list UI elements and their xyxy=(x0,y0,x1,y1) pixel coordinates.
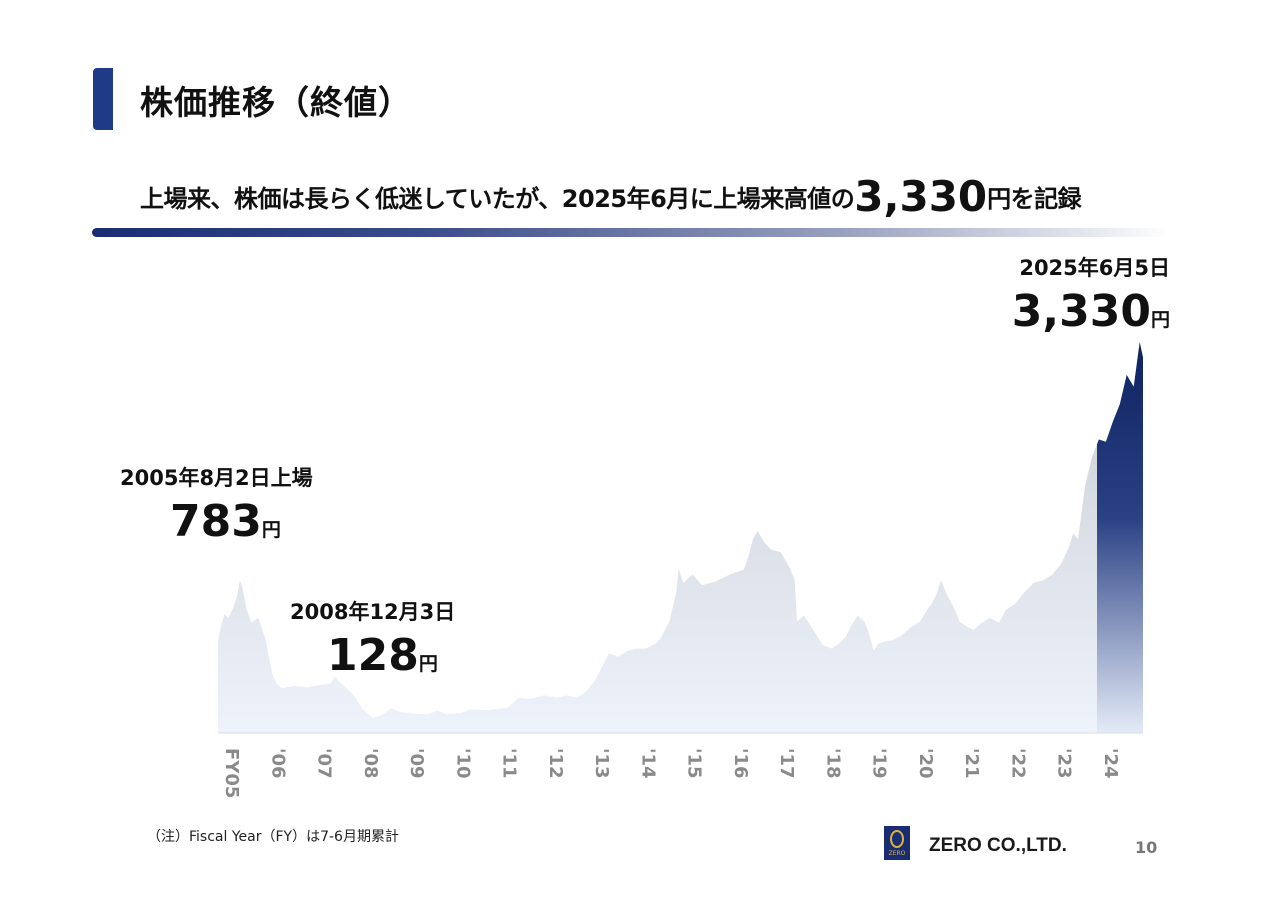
x-tick-label: '07 xyxy=(314,748,335,779)
page-title: 株価推移（終値） xyxy=(140,83,412,122)
x-tick-label: '10 xyxy=(452,748,473,779)
high-date: 2025年6月5日 xyxy=(1019,256,1170,280)
title-accent-bar xyxy=(93,68,113,130)
company-logo: ZERO xyxy=(884,826,910,860)
ipo-unit: 円 xyxy=(261,519,281,541)
x-tick-label: '18 xyxy=(822,748,843,779)
headline-suffix: 円を記録 xyxy=(987,185,1082,213)
x-tick-label: '06 xyxy=(267,748,288,779)
headline: 上場来、株価は長らく低迷していたが、2025年6月に上場来高値の3,330円を記… xyxy=(140,172,1082,221)
x-tick-label: '14 xyxy=(637,748,658,779)
logo-text: ZERO xyxy=(888,850,906,857)
low-price: 128 xyxy=(327,630,419,681)
x-tick-label: '22 xyxy=(1007,748,1028,779)
x-tick-label: '23 xyxy=(1054,748,1075,779)
headline-highlight-value: 3,330 xyxy=(854,172,988,221)
ipo-price: 783 xyxy=(170,496,262,547)
footnote: （注）Fiscal Year（FY）は7-6月期累計 xyxy=(147,829,399,845)
annotation-high: 2025年6月5日 3,330円 xyxy=(1012,252,1170,337)
x-tick-label: '24 xyxy=(1100,748,1121,779)
price-area-fy24 xyxy=(1097,342,1143,733)
x-tick-label: '15 xyxy=(684,748,705,779)
headline-text: 上場来、株価は長らく低迷していたが、2025年6月に上場来高値の xyxy=(140,185,855,213)
page-number: 10 xyxy=(1135,838,1158,857)
ipo-date: 2005年8月2日上場 xyxy=(120,466,313,490)
low-date: 2008年12月3日 xyxy=(290,600,456,624)
company-name: ZERO CO.,LTD. xyxy=(929,835,1067,856)
high-unit: 円 xyxy=(1150,309,1170,331)
x-tick-label: '12 xyxy=(545,748,566,779)
high-price: 3,330 xyxy=(1011,286,1151,337)
x-tick-label: '16 xyxy=(730,748,751,779)
gradient-divider xyxy=(92,228,1172,237)
x-tick-label: FY05 xyxy=(221,748,242,798)
x-tick-label: '13 xyxy=(591,748,612,779)
x-tick-label: '19 xyxy=(869,748,890,779)
annotation-low: 2008年12月3日 128円 xyxy=(290,596,455,681)
x-tick-label: '17 xyxy=(776,748,797,779)
annotation-ipo: 2005年8月2日上場 783円 xyxy=(120,462,313,547)
x-tick-label: '21 xyxy=(961,748,982,779)
logo-ring-icon xyxy=(890,830,904,848)
x-tick-label: '20 xyxy=(915,748,936,779)
x-tick-label: '09 xyxy=(406,748,427,779)
x-tick-label: '11 xyxy=(499,748,520,779)
low-unit: 円 xyxy=(418,653,438,675)
price-area-history xyxy=(218,444,1097,733)
x-tick-label: '08 xyxy=(360,748,381,779)
